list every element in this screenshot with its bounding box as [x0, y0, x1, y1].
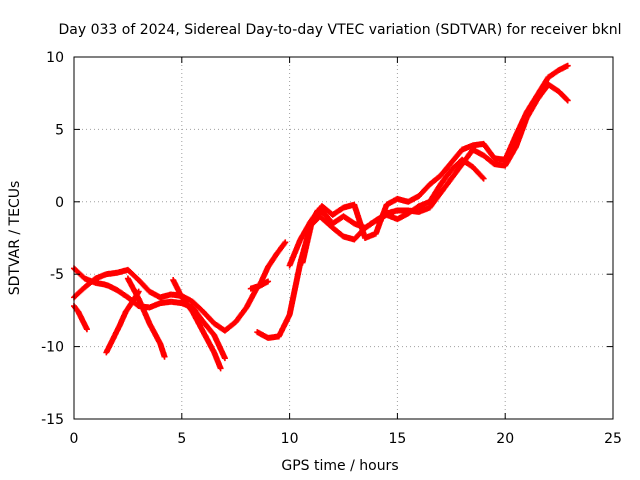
y-axis-title: SDTVAR / TECUs: [7, 181, 23, 296]
ticks: 0 5 10 15 20 25 -15 -10 -5 0 5 10: [41, 50, 622, 447]
x-tick-label: 0: [70, 431, 79, 447]
x-tick-label: 10: [281, 431, 299, 447]
y-tick-label: 5: [55, 122, 64, 138]
data-point-trail: [170, 278, 224, 370]
x-axis-title: GPS time / hours: [281, 458, 398, 474]
y-tick-label: 10: [46, 50, 64, 66]
y-tick-label: 0: [55, 195, 64, 211]
y-tick-label: -10: [41, 340, 64, 356]
data-point-trail: [71, 304, 90, 331]
data-series-track-5: [124, 275, 168, 360]
data-point-trail: [299, 157, 486, 265]
grid: [74, 57, 613, 419]
data-point-trail: [104, 289, 141, 355]
data-series-track-10: [299, 156, 487, 266]
y-tick-label: -15: [41, 412, 64, 428]
x-tick-label: 25: [604, 431, 622, 447]
data-layer: [71, 62, 571, 372]
data-series-track-7: [247, 239, 289, 292]
x-tick-label: 5: [177, 431, 186, 447]
chart-title: Day 033 of 2024, Sidereal Day-to-day VTE…: [59, 22, 622, 38]
data-point-trail: [125, 276, 168, 359]
y-tick-label: -5: [50, 267, 64, 283]
data-point-trail: [249, 240, 288, 292]
x-tick-label: 15: [388, 431, 406, 447]
data-series-track-6: [170, 276, 224, 372]
x-tick-label: 20: [496, 431, 514, 447]
data-point-trail: [287, 63, 570, 268]
plot-frame: [73, 56, 614, 420]
data-series-track-9: [286, 62, 571, 269]
